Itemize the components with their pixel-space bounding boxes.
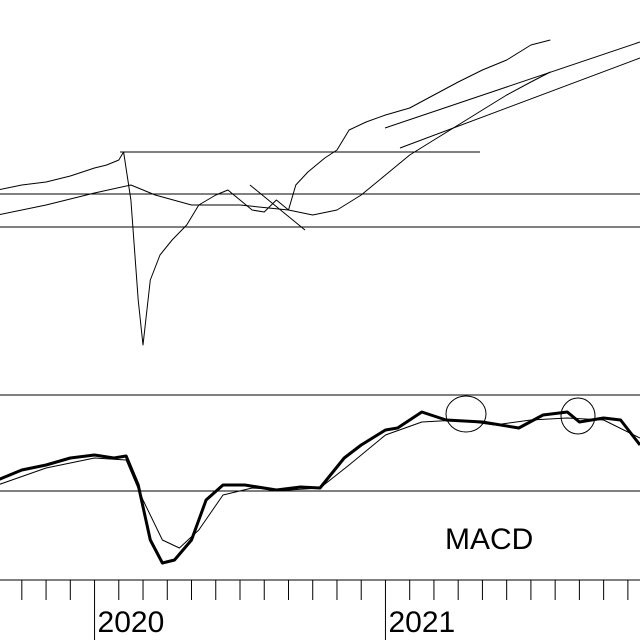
series-line: [0, 417, 640, 549]
x-tick-label: 2020: [98, 606, 165, 639]
series-line: [0, 410, 640, 565]
trend-line: [249, 184, 306, 231]
highlight-circle: [560, 397, 596, 435]
series-line: [0, 39, 551, 346]
channel-line: [384, 41, 640, 129]
x-tick-label: 2021: [388, 606, 455, 639]
channel-line: [399, 57, 640, 149]
series-line: [0, 71, 551, 216]
macd-label: MACD: [445, 523, 533, 556]
highlight-circle: [445, 395, 487, 433]
